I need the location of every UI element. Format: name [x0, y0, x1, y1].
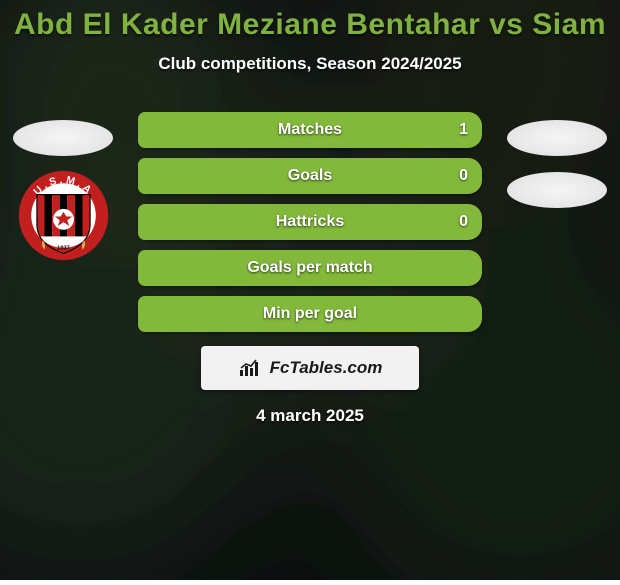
bar-fill-left — [138, 112, 145, 148]
bar-label: Matches — [278, 121, 342, 139]
bar-fill-left — [138, 250, 145, 286]
player-right-silhouette — [507, 120, 607, 156]
bar-fill-left — [138, 158, 145, 194]
brand-chart-icon — [238, 358, 264, 378]
bar-fill-left — [138, 296, 145, 332]
stat-bars: Matches 1 Goals 0 Hattricks 0 Goals per match M… — [138, 112, 482, 332]
player-left-silhouette — [13, 120, 113, 156]
stat-bar: Hattricks 0 — [138, 204, 482, 240]
content: Abd El Kader Meziane Bentahar vs Siam Cl… — [0, 0, 620, 580]
stat-bar: Goals 0 — [138, 158, 482, 194]
bar-label: Goals — [288, 167, 332, 185]
date-text: 4 march 2025 — [0, 406, 620, 426]
subtitle: Club competitions, Season 2024/2025 — [0, 54, 620, 74]
stat-bar: Min per goal — [138, 296, 482, 332]
bar-value-right: 0 — [459, 167, 468, 185]
bar-value-right: 0 — [459, 213, 468, 231]
player-left-column: U.S.M.A 1937 — [8, 120, 118, 263]
comparison-layout: U.S.M.A 1937 Matches1Goals0Hattricks0Goa… — [0, 112, 620, 426]
club-badge-left: U.S.M.A 1937 — [16, 168, 111, 263]
page-title: Abd El Kader Meziane Bentahar vs Siam — [0, 8, 620, 42]
bar-label: Hattricks — [276, 213, 344, 231]
bar-fill-left — [138, 204, 145, 240]
club-right-silhouette — [507, 172, 607, 208]
stat-bar: Matches 1 — [138, 112, 482, 148]
brand-box[interactable]: FcTables.com — [201, 346, 419, 390]
bar-value-right: 1 — [459, 121, 468, 139]
brand-text: FcTables.com — [270, 358, 383, 378]
stat-bar: Goals per match — [138, 250, 482, 286]
bar-label: Goals per match — [247, 259, 372, 277]
svg-text:1937: 1937 — [57, 246, 70, 252]
bar-label: Min per goal — [263, 305, 357, 323]
player-right-column — [502, 120, 612, 208]
